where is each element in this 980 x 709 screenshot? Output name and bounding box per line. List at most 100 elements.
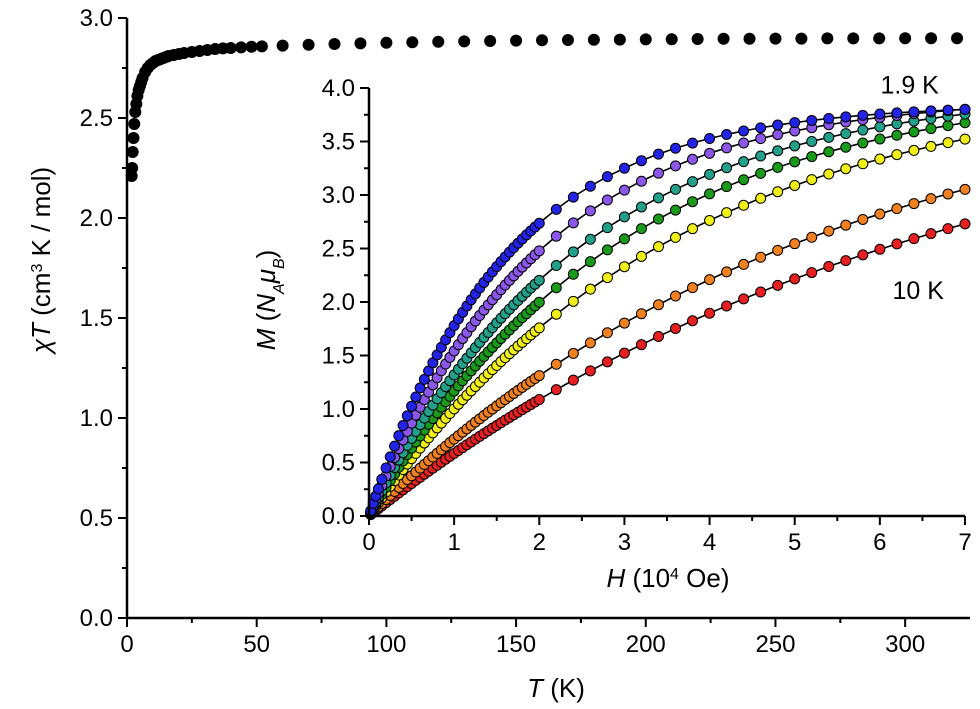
inset-data-point [401,410,413,422]
inset-data-point [567,246,579,258]
main-data-point [847,32,860,45]
inset-data-point [652,241,664,253]
inset-data-point [721,300,733,312]
inset-data-point [584,256,596,268]
inset-data-point [670,142,682,154]
main-data-point [821,32,834,45]
main-data-point [458,35,471,48]
inset-data-point [755,192,767,204]
inset-data-point [687,315,699,327]
inset-data-point [533,296,545,308]
inset-data-point [376,473,388,485]
inset-data-point [840,163,852,175]
inset-data-point [584,337,596,349]
inset-data-point [857,137,869,149]
main-plot: 0 50 100 150 200 250 3000.00.51.01.52.02.53.0 … [26,5,970,703]
main-data-point [484,35,497,47]
inset-data-point [942,137,954,149]
main-data-point [255,40,268,53]
inset-data-point [755,286,767,298]
main-x-tick-label: 100 [366,631,406,658]
inset-data-point [670,160,682,172]
inset-data-point [772,244,784,256]
inset-data-point [789,273,801,285]
inset-data-point [406,400,418,412]
inset-data-point [874,133,886,145]
inset-plot: 0 1 2 3 4 5 6 7 0.0 0.5 1.0 1.5 2.0 2.5 3.0 3.5 4.0 H (1… [251,71,972,593]
inset-data-point [687,223,699,235]
inset-y-tick-label: 1.0 [322,396,355,423]
inset-data-point [908,233,920,245]
inset-data-point [687,196,699,208]
inset-data-point [823,225,835,237]
inset-data-point [721,266,733,278]
inset-data-point [670,290,682,302]
inset-data-point [533,274,545,286]
inset-data-point [704,214,716,226]
inset-data-point [772,119,784,131]
main-data-point [613,33,626,46]
inset-data-points [365,103,971,521]
inset-data-point [806,114,818,126]
inset-data-point [687,137,699,149]
inset-x-tick-label: 7 [958,529,971,556]
inset-data-point [891,149,903,161]
main-y-tick-label: 1.0 [80,405,113,432]
main-x-tick-label: 150 [496,631,536,658]
inset-data-point [550,384,562,396]
inset-data-point [601,356,613,368]
inset-data-point [635,201,647,213]
inset-data-point [908,126,920,138]
inset-x-axis-label: H (104 Oe) [606,563,729,593]
inset-data-point [584,233,596,245]
inset-axes [360,87,966,525]
inset-data-point [687,153,699,165]
temp-high-label: 1.9 K [880,71,939,99]
inset-data-point [384,451,396,463]
inset-data-point [874,121,886,133]
inset-data-point [959,218,971,230]
main-data-point [406,36,419,49]
inset-data-point [635,250,647,262]
inset-data-point [891,107,903,119]
inset-data-point [380,462,392,474]
inset-data-point [601,327,613,339]
inset-data-point [942,104,954,116]
main-x-axis-label: T (K) [527,673,585,703]
main-data-point [639,33,652,46]
main-data-point [925,32,938,45]
main-data-point [126,146,139,158]
inset-data-point [721,207,733,219]
main-data-point [380,36,393,49]
main-data-point [561,34,574,46]
inset-data-point [738,199,750,211]
main-data-point [126,162,139,174]
inset-data-point [755,133,767,145]
inset-data-point [670,204,682,216]
inset-data-point [584,180,596,192]
inset-data-point [533,322,545,334]
inset-data-point [550,230,562,242]
inset-data-point [925,228,937,240]
inset-data-point [840,141,852,153]
inset-data-point [533,217,545,229]
inset-data-point [755,167,767,179]
inset-data-point [857,213,869,225]
inset-data-point [393,430,405,442]
inset-data-point [533,370,545,382]
main-y-tick-label: 0.5 [80,505,113,532]
inset-data-point [670,231,682,243]
main-data-point [899,32,912,45]
main-data-point [302,38,315,51]
inset-data-point [721,129,733,141]
inset-data-point [618,261,630,273]
main-data-point [536,34,549,47]
inset-x-tick-label: 2 [533,529,546,556]
main-axes [118,17,970,627]
inset-data-point [721,162,733,174]
inset-data-point [704,274,716,286]
inset-data-point [738,137,750,149]
inset-data-point [601,194,613,206]
main-data-point [587,33,600,46]
